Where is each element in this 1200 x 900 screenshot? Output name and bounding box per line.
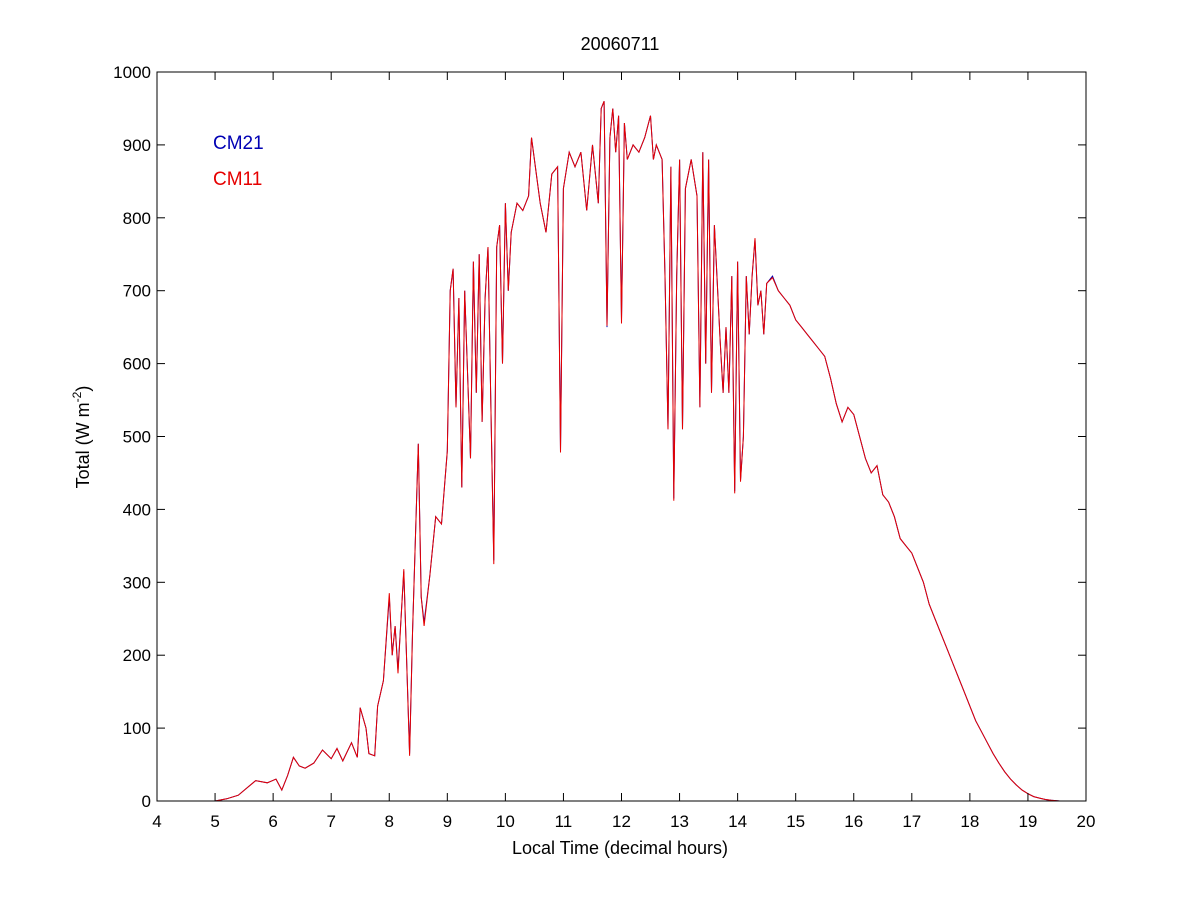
y-axis: 0 100 200 300 400 500 600 700 800 900 1000 <box>113 63 1086 811</box>
x-tick-label: 4 <box>152 812 161 831</box>
y-axis-label: Total (W m-2) <box>70 386 93 489</box>
x-tick-label: 7 <box>326 812 335 831</box>
x-tick-label: 11 <box>555 812 573 831</box>
x-tick-label: 17 <box>902 812 921 831</box>
x-tick-label: 19 <box>1018 812 1037 831</box>
x-tick-label: 6 <box>268 812 277 831</box>
y-tick-label: 700 <box>123 282 151 301</box>
x-tick-label: 18 <box>960 812 979 831</box>
x-tick-label: 14 <box>728 812 747 831</box>
x-tick-label: 13 <box>670 812 689 831</box>
x-axis: 4 5 6 7 8 9 10 11 12 13 14 15 16 17 18 19 20 <box>152 72 1095 831</box>
x-tick-label: 5 <box>210 812 219 831</box>
legend-entry-cm21: CM21 <box>213 133 264 154</box>
y-tick-label: 400 <box>123 500 151 519</box>
y-tick-label: 900 <box>123 136 151 155</box>
y-tick-label: 300 <box>123 573 151 592</box>
y-axis-label-main: Total (W m <box>73 402 93 488</box>
series-line-cm11 <box>215 101 1060 802</box>
y-axis-label-end: ) <box>73 386 93 392</box>
series-layer <box>215 101 1060 802</box>
x-tick-label: 20 <box>1077 812 1096 831</box>
x-axis-label: Local Time (decimal hours) <box>512 838 728 858</box>
y-tick-label: 0 <box>142 792 151 811</box>
chart-title: 20060711 <box>581 34 660 54</box>
x-tick-label: 10 <box>496 812 515 831</box>
y-tick-label: 100 <box>123 719 151 738</box>
x-tick-label: 8 <box>385 812 394 831</box>
y-tick-label: 200 <box>123 646 151 665</box>
y-tick-label: 800 <box>123 209 151 228</box>
legend-entry-cm11: CM11 <box>213 169 262 190</box>
x-tick-label: 12 <box>612 812 631 831</box>
y-axis-label-sup: -2 <box>70 391 84 402</box>
y-tick-label: 1000 <box>113 63 151 82</box>
x-tick-label: 16 <box>844 812 863 831</box>
x-tick-label: 9 <box>443 812 452 831</box>
y-tick-label: 600 <box>123 355 151 374</box>
x-tick-label: 15 <box>786 812 805 831</box>
legend: CM21 CM11 <box>213 133 264 190</box>
y-tick-label: 500 <box>123 428 151 447</box>
